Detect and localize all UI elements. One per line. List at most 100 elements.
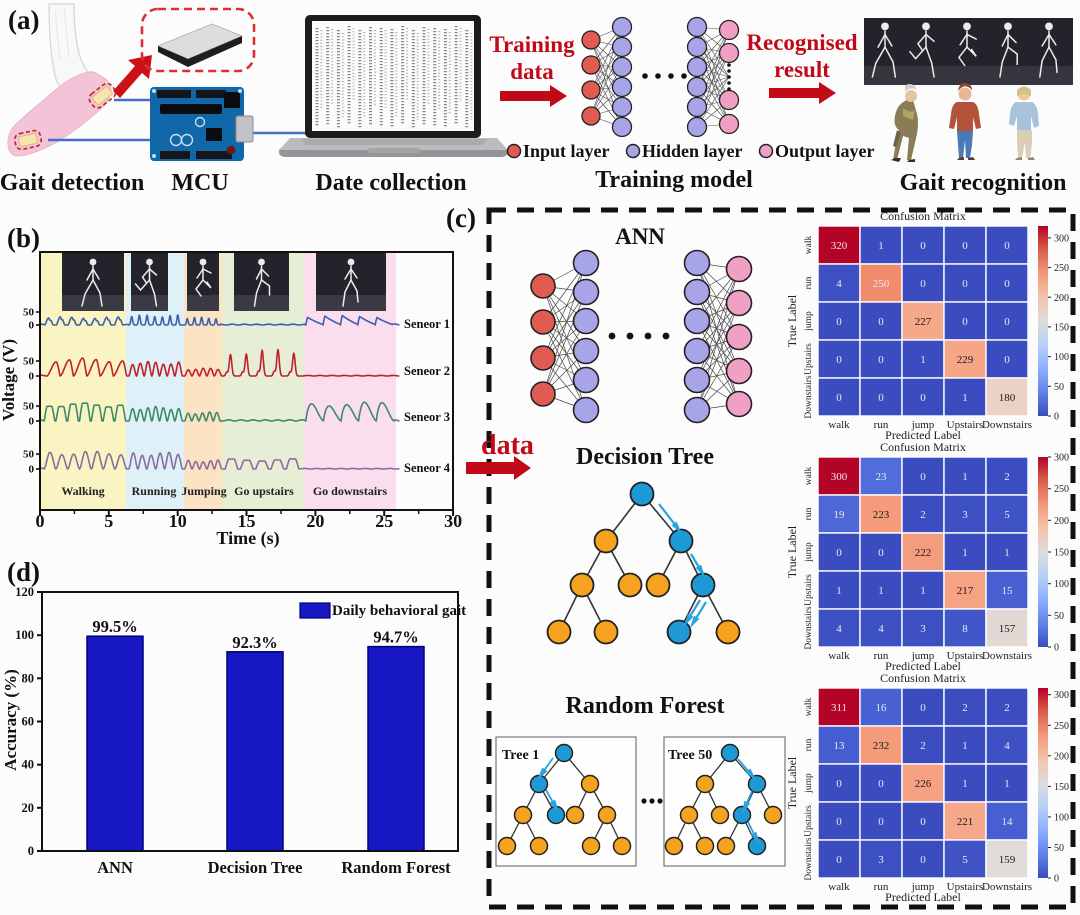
- svg-text:120: 120: [15, 585, 34, 599]
- svg-text:232: 232: [873, 740, 890, 752]
- svg-text:5: 5: [104, 511, 113, 531]
- svg-text:0: 0: [920, 854, 926, 866]
- svg-text:Tree 50: Tree 50: [668, 748, 712, 763]
- svg-text:250: 250: [1054, 263, 1069, 274]
- svg-text:0: 0: [878, 778, 884, 790]
- svg-text:walk: walk: [804, 236, 814, 255]
- svg-text:(a): (a): [8, 5, 39, 35]
- svg-text:0: 0: [29, 464, 35, 476]
- svg-text:0: 0: [920, 278, 926, 290]
- svg-text:4: 4: [836, 278, 842, 290]
- svg-text:0: 0: [29, 416, 35, 428]
- svg-text:2: 2: [1004, 471, 1010, 483]
- svg-text:92.3%: 92.3%: [232, 633, 277, 652]
- svg-text:0: 0: [836, 547, 842, 559]
- svg-text:50: 50: [23, 401, 35, 413]
- svg-text:Confusion Matrix: Confusion Matrix: [880, 440, 966, 454]
- svg-text:run: run: [804, 276, 814, 289]
- svg-text:Running: Running: [132, 484, 177, 498]
- svg-text:0: 0: [1054, 874, 1059, 885]
- svg-text:0: 0: [962, 240, 968, 252]
- svg-text:jump: jump: [804, 773, 814, 794]
- svg-text:1: 1: [962, 740, 968, 752]
- svg-text:200: 200: [1054, 751, 1069, 762]
- svg-text:1: 1: [962, 471, 968, 483]
- svg-text:0: 0: [836, 854, 842, 866]
- svg-text:Time (s): Time (s): [216, 528, 279, 549]
- svg-text:5: 5: [1004, 509, 1010, 521]
- svg-text:25: 25: [375, 511, 393, 531]
- svg-text:Downstairs: Downstairs: [804, 375, 814, 419]
- svg-text:Date collection: Date collection: [315, 170, 466, 196]
- svg-text:19: 19: [834, 509, 846, 521]
- svg-text:Input layer: Input layer: [523, 141, 610, 161]
- svg-text:Predicted Label: Predicted Label: [885, 890, 961, 904]
- svg-text:result: result: [774, 57, 830, 82]
- svg-text:(c): (c): [446, 203, 476, 233]
- svg-text:Upstairs: Upstairs: [804, 343, 814, 375]
- svg-text:180: 180: [999, 392, 1016, 404]
- svg-text:run: run: [874, 650, 889, 662]
- svg-text:run: run: [874, 881, 889, 893]
- svg-text:True Label: True Label: [785, 756, 799, 809]
- svg-text:walk: walk: [828, 881, 850, 893]
- svg-text:0: 0: [1004, 240, 1010, 252]
- svg-text:50: 50: [23, 449, 35, 461]
- svg-text:14: 14: [1002, 816, 1014, 828]
- svg-text:1: 1: [878, 240, 884, 252]
- svg-text:8: 8: [962, 623, 968, 635]
- svg-text:226: 226: [915, 778, 932, 790]
- svg-text:0: 0: [878, 547, 884, 559]
- svg-text:Upstairs: Upstairs: [804, 574, 814, 606]
- svg-text:0: 0: [836, 316, 842, 328]
- svg-text:50: 50: [1054, 611, 1064, 622]
- svg-text:2: 2: [1004, 702, 1010, 714]
- svg-text:1: 1: [962, 778, 968, 790]
- svg-text:222: 222: [915, 547, 932, 559]
- svg-text:100: 100: [15, 628, 34, 642]
- svg-text:311: 311: [831, 702, 847, 714]
- svg-text:Random Forest: Random Forest: [341, 858, 451, 877]
- svg-text:walk: walk: [828, 419, 850, 431]
- svg-text:Gait recognition: Gait recognition: [900, 170, 1067, 196]
- svg-text:3: 3: [962, 509, 968, 521]
- svg-text:0: 0: [836, 354, 842, 366]
- svg-text:0: 0: [878, 816, 884, 828]
- svg-text:0: 0: [1004, 316, 1010, 328]
- svg-text:250: 250: [1054, 484, 1069, 495]
- svg-text:Decision Tree: Decision Tree: [208, 858, 303, 877]
- svg-text:0: 0: [878, 392, 884, 404]
- svg-text:221: 221: [957, 816, 974, 828]
- svg-text:run: run: [804, 738, 814, 751]
- svg-text:150: 150: [1054, 548, 1069, 559]
- svg-text:data: data: [481, 430, 534, 461]
- svg-text:0: 0: [920, 471, 926, 483]
- svg-text:run: run: [804, 507, 814, 520]
- svg-text:data: data: [510, 59, 554, 84]
- svg-text:jump: jump: [804, 542, 814, 563]
- svg-text:Seneor 3: Seneor 3: [404, 410, 450, 424]
- svg-text:50: 50: [23, 307, 35, 319]
- svg-text:0: 0: [878, 316, 884, 328]
- svg-text:30: 30: [444, 511, 462, 531]
- svg-text:80: 80: [22, 671, 35, 685]
- svg-text:Daily behavioral gait: Daily behavioral gait: [332, 603, 466, 619]
- svg-text:217: 217: [957, 585, 974, 597]
- svg-text:1: 1: [836, 585, 842, 597]
- svg-text:MCU: MCU: [171, 170, 228, 196]
- svg-text:Predicted Label: Predicted Label: [885, 428, 961, 442]
- svg-text:300: 300: [831, 471, 848, 483]
- svg-text:Go downstairs: Go downstairs: [313, 484, 388, 498]
- svg-text:Jumping: Jumping: [181, 484, 226, 498]
- svg-text:run: run: [874, 419, 889, 431]
- svg-text:jump: jump: [804, 311, 814, 332]
- svg-text:True Label: True Label: [785, 294, 799, 347]
- svg-text:250: 250: [873, 278, 890, 290]
- svg-text:Seneor 1: Seneor 1: [404, 317, 450, 331]
- svg-text:Confusion Matrix: Confusion Matrix: [880, 671, 966, 685]
- svg-text:0: 0: [36, 511, 45, 531]
- svg-text:0: 0: [920, 240, 926, 252]
- svg-text:150: 150: [1054, 782, 1069, 793]
- svg-text:Gait detection: Gait detection: [0, 170, 144, 196]
- svg-text:2: 2: [920, 509, 926, 521]
